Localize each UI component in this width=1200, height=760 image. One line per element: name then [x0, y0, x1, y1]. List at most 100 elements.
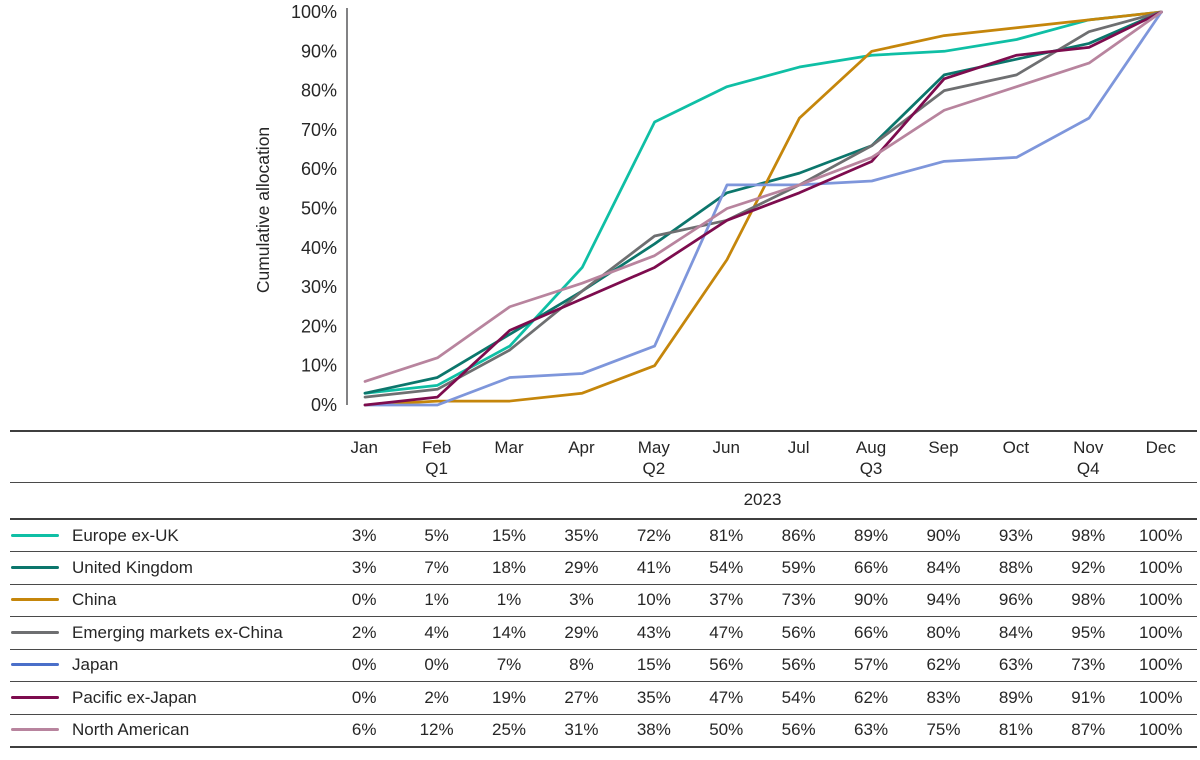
quarter-label: [691, 458, 761, 479]
value-cell: 100%: [1138, 655, 1183, 675]
month-header-apr: Apr: [545, 431, 617, 482]
month-header-row: Jan Feb Q1 Mar Apr May Q2 Jun Jul Aug Q3 Sep Oct Nov Q…: [10, 431, 1197, 482]
y-tick-label: 10%: [301, 356, 337, 376]
value-cell: 0%: [351, 590, 377, 610]
table-row-north-american: North American 6% 12% 25% 31% 38% 50% 56% 63% 75%…: [10, 714, 1197, 747]
value-cell: 19%: [492, 687, 527, 707]
value-cell: 91%: [1071, 687, 1106, 707]
table-row-united-kingdom: United Kingdom 3% 7% 18% 29% 41% 54% 59% 66% 84% 8…: [10, 552, 1197, 585]
table-row-europe-ex-uk: Europe ex-UK 3% 5% 15% 35% 72% 81% 86% 89% 90% 93%…: [10, 519, 1197, 552]
series-lines: [363, 10, 1163, 407]
value-cell: 93%: [998, 525, 1033, 545]
series-label-cell: Emerging markets ex-China: [10, 617, 328, 650]
value-cell: 100%: [1138, 622, 1183, 642]
value-cell: 80%: [926, 622, 961, 642]
value-cell: 29%: [564, 622, 599, 642]
month-header-may: May Q2: [618, 431, 690, 482]
series-name: Emerging markets ex-China: [72, 622, 283, 642]
quarter-label: Q1: [425, 459, 448, 478]
y-tick-label: 30%: [301, 277, 337, 297]
value-cell: 63%: [998, 655, 1033, 675]
y-axis-title: Cumulative allocation: [253, 127, 273, 293]
month-label: Jan: [350, 438, 378, 457]
month-header-aug: Aug Q3: [835, 431, 907, 482]
value-cell: 54%: [709, 557, 744, 577]
y-tick-label: 40%: [301, 238, 337, 258]
value-cell: 56%: [709, 655, 744, 675]
month-label: Oct: [1002, 438, 1030, 457]
month-label: Feb: [421, 438, 452, 457]
value-cell: 15%: [636, 655, 671, 675]
value-cell: 47%: [709, 622, 744, 642]
quarter-label: Q3: [859, 459, 883, 478]
value-cell: 37%: [709, 590, 744, 610]
quarter-label: [981, 458, 1051, 479]
value-cell: 100%: [1138, 525, 1183, 545]
series-label-cell: Europe ex-UK: [10, 519, 328, 552]
quarter-label: [1125, 458, 1196, 479]
series-line-pacific-ex-japan: [363, 10, 1163, 407]
value-cell: 63%: [854, 720, 889, 739]
value-cell: 86%: [781, 525, 816, 545]
table-row-japan: Japan 0% 0% 7% 8% 15% 56% 56% 57% 62% 63% 73% 100%: [10, 649, 1197, 682]
value-cell: 3%: [351, 557, 377, 577]
value-cell: 5%: [424, 525, 449, 545]
value-cell: 56%: [781, 622, 816, 642]
series-label-cell: China: [10, 584, 328, 617]
allocation-table: Jan Feb Q1 Mar Apr May Q2 Jun Jul Aug Q3 Sep Oct Nov Q…: [10, 430, 1197, 748]
value-cell: 3%: [351, 525, 377, 545]
value-cell: 59%: [781, 557, 816, 577]
series-name: United Kingdom: [72, 557, 193, 577]
legend-swatch-united-kingdom: [11, 565, 59, 569]
value-cell: 73%: [1071, 655, 1106, 675]
legend-swatch-pacific-ex-japan: [11, 695, 59, 699]
value-cell: 2%: [424, 687, 449, 707]
month-header-jan: Jan: [328, 431, 400, 482]
value-cell: 50%: [709, 720, 744, 739]
value-cell: 0%: [351, 687, 377, 707]
value-cell: 35%: [636, 687, 671, 707]
y-tick-label: 60%: [301, 159, 337, 179]
month-label: Nov: [1073, 438, 1104, 457]
series-line-emerging-markets-ex-china: [363, 10, 1163, 399]
value-cell: 4%: [424, 622, 449, 642]
value-cell: 100%: [1138, 590, 1183, 610]
quarter-label: [763, 458, 833, 479]
value-cell: 95%: [1071, 622, 1106, 642]
value-cell: 43%: [636, 622, 671, 642]
legend-swatch-europe-ex-uk: [11, 533, 59, 537]
month-header-jul: Jul: [762, 431, 834, 482]
month-header-feb: Feb Q1: [400, 431, 472, 482]
value-cell: 14%: [492, 622, 527, 642]
value-cell: 89%: [854, 525, 889, 545]
value-cell: 41%: [636, 557, 671, 577]
value-cell: 7%: [424, 557, 449, 577]
empty-header-cell: [10, 431, 328, 482]
series-label-cell: Pacific ex-Japan: [10, 682, 328, 715]
value-cell: 81%: [709, 525, 744, 545]
value-cell: 38%: [636, 720, 671, 739]
value-cell: 29%: [564, 557, 599, 577]
series-name: Japan: [72, 655, 119, 675]
month-header-mar: Mar: [473, 431, 545, 482]
quarter-label: Q2: [642, 459, 666, 478]
quarter-label: Q4: [1076, 459, 1100, 478]
month-label: Jun: [712, 438, 740, 457]
value-cell: 96%: [998, 590, 1033, 610]
value-cell: 54%: [781, 687, 816, 707]
value-cell: 62%: [926, 655, 961, 675]
legend-swatch-china: [11, 598, 59, 602]
value-cell: 3%: [569, 590, 594, 610]
value-cell: 84%: [926, 557, 961, 577]
quarter-label: [908, 458, 978, 479]
value-cell: 8%: [569, 655, 594, 675]
table-row-emerging-markets-ex-china: Emerging markets ex-China 2% 4% 14% 29% 43% 47…: [10, 617, 1197, 650]
value-cell: 66%: [854, 557, 889, 577]
month-label: Sep: [928, 438, 959, 457]
value-cell: 18%: [492, 557, 527, 577]
series-line-china: [363, 10, 1163, 407]
series-label-cell: United Kingdom: [10, 552, 328, 585]
month-header-sep: Sep: [907, 431, 979, 482]
empty-year-cell: [10, 482, 328, 519]
month-header-nov: Nov Q4: [1052, 431, 1124, 482]
